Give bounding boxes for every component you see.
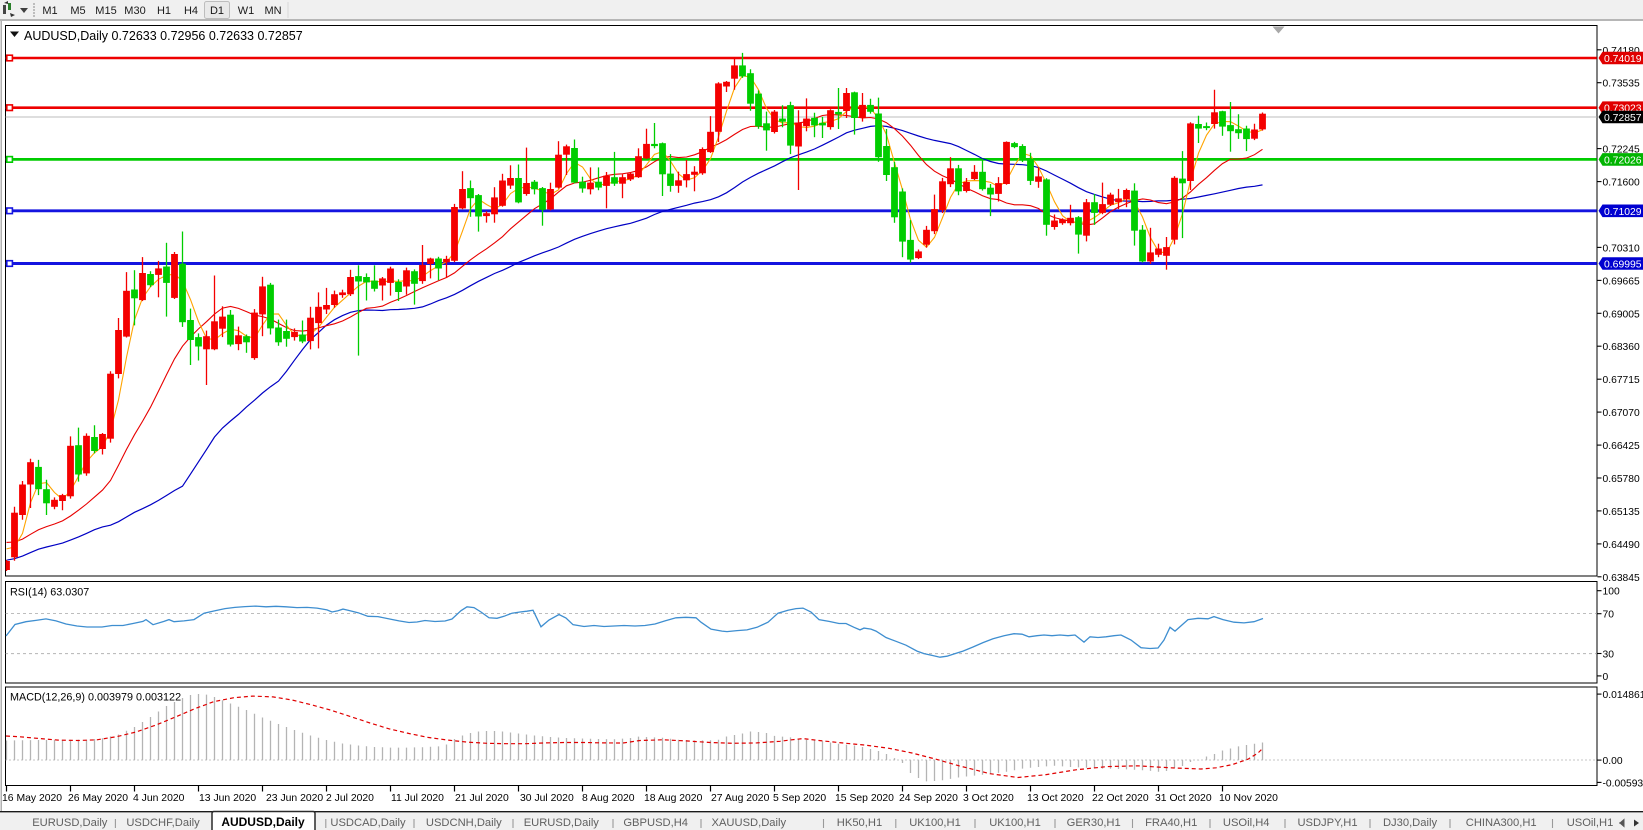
svg-text:M15: M15 <box>95 5 116 17</box>
svg-text:M5: M5 <box>70 5 85 17</box>
svg-text:0.71600: 0.71600 <box>1603 178 1640 189</box>
svg-text:21 Jul 2020: 21 Jul 2020 <box>455 793 509 804</box>
svg-text:DJ30,Daily: DJ30,Daily <box>1383 817 1437 829</box>
svg-text:0.65780: 0.65780 <box>1603 474 1640 485</box>
svg-text:24 Sep 2020: 24 Sep 2020 <box>899 793 958 804</box>
svg-text:15 Sep 2020: 15 Sep 2020 <box>835 793 894 804</box>
svg-text:4 Jun 2020: 4 Jun 2020 <box>133 793 185 804</box>
svg-text:0.014861: 0.014861 <box>1603 690 1643 701</box>
svg-text:23 Jun 2020: 23 Jun 2020 <box>266 793 323 804</box>
svg-text:W1: W1 <box>238 5 255 17</box>
svg-text:13 Oct 2020: 13 Oct 2020 <box>1027 793 1084 804</box>
svg-text:0.74180: 0.74180 <box>1603 46 1640 57</box>
svg-text:AUDUSD,Daily 0.72633 0.72956: AUDUSD,Daily 0.72633 0.72956 0.72633 0.7… <box>24 29 303 43</box>
svg-text:0.74019: 0.74019 <box>1604 54 1642 65</box>
svg-text:0.72245: 0.72245 <box>1603 145 1640 156</box>
svg-text:UK100,H1: UK100,H1 <box>989 817 1041 829</box>
svg-text:M1: M1 <box>42 5 57 17</box>
svg-text:FRA40,H1: FRA40,H1 <box>1145 817 1197 829</box>
svg-text:0.69665: 0.69665 <box>1603 276 1640 287</box>
svg-text:0.66425: 0.66425 <box>1603 441 1640 452</box>
svg-text:18 Aug 2020: 18 Aug 2020 <box>644 793 703 804</box>
svg-text:H4: H4 <box>184 5 198 17</box>
svg-text:D1: D1 <box>210 5 224 17</box>
svg-text:0.73023: 0.73023 <box>1604 104 1642 115</box>
svg-text:2 Jul 2020: 2 Jul 2020 <box>326 793 374 804</box>
svg-text:0.63845: 0.63845 <box>1603 573 1640 584</box>
svg-text:UK100,H1: UK100,H1 <box>909 817 961 829</box>
svg-text:USOil,H1: USOil,H1 <box>1567 817 1614 829</box>
svg-text:0.00: 0.00 <box>1603 756 1623 767</box>
svg-text:USDCAD,Daily: USDCAD,Daily <box>330 817 406 829</box>
svg-text:XAUUSD,Daily: XAUUSD,Daily <box>711 817 786 829</box>
svg-text:0.68360: 0.68360 <box>1603 342 1640 353</box>
svg-text:0.71029: 0.71029 <box>1604 207 1642 218</box>
svg-text:30 Jul 2020: 30 Jul 2020 <box>520 793 574 804</box>
svg-text:GER30,H1: GER30,H1 <box>1067 817 1121 829</box>
svg-text:MACD(12,26,9) 0.003979 0.00312: MACD(12,26,9) 0.003979 0.003122 <box>10 692 181 704</box>
svg-text:USDCHF,Daily: USDCHF,Daily <box>126 817 200 829</box>
svg-text:0.69005: 0.69005 <box>1603 309 1640 320</box>
svg-text:31 Oct 2020: 31 Oct 2020 <box>1155 793 1212 804</box>
svg-text:0.69995: 0.69995 <box>1604 260 1642 271</box>
svg-text:8 Aug 2020: 8 Aug 2020 <box>582 793 635 804</box>
svg-text:26 May 2020: 26 May 2020 <box>68 793 128 804</box>
svg-text:13 Jun 2020: 13 Jun 2020 <box>199 793 256 804</box>
svg-text:CHINA300,H1: CHINA300,H1 <box>1466 817 1537 829</box>
svg-text:30: 30 <box>1603 650 1615 661</box>
svg-text:3 Oct 2020: 3 Oct 2020 <box>963 793 1014 804</box>
svg-text:0: 0 <box>1603 672 1609 683</box>
svg-text:70: 70 <box>1603 610 1615 621</box>
svg-text:HK50,H1: HK50,H1 <box>837 817 882 829</box>
svg-text:0.72857: 0.72857 <box>1604 113 1642 124</box>
svg-text:0.67070: 0.67070 <box>1603 408 1640 419</box>
svg-text:10 Nov 2020: 10 Nov 2020 <box>1219 793 1278 804</box>
svg-text:22 Oct 2020: 22 Oct 2020 <box>1092 793 1149 804</box>
svg-text:MN: MN <box>264 5 281 17</box>
svg-text:RSI(14) 63.0307: RSI(14) 63.0307 <box>10 587 89 599</box>
svg-text:0.73535: 0.73535 <box>1603 79 1640 90</box>
svg-text:0.67715: 0.67715 <box>1603 375 1640 386</box>
svg-text:0.70310: 0.70310 <box>1603 243 1640 254</box>
svg-text:USDCNH,Daily: USDCNH,Daily <box>426 817 502 829</box>
svg-text:16 May 2020: 16 May 2020 <box>2 793 62 804</box>
svg-text:27 Aug 2020: 27 Aug 2020 <box>711 793 770 804</box>
svg-text:-0.005938: -0.005938 <box>1603 778 1643 789</box>
svg-text:AUDUSD,Daily: AUDUSD,Daily <box>221 815 305 829</box>
svg-text:M30: M30 <box>124 5 145 17</box>
svg-text:H1: H1 <box>157 5 171 17</box>
svg-text:5 Sep 2020: 5 Sep 2020 <box>773 793 826 804</box>
svg-text:EURUSD,Daily: EURUSD,Daily <box>524 817 600 829</box>
svg-text:11 Jul 2020: 11 Jul 2020 <box>391 793 444 804</box>
svg-text:EURUSD,Daily: EURUSD,Daily <box>32 817 108 829</box>
svg-text:0.65135: 0.65135 <box>1603 507 1640 518</box>
svg-text:USDJPY,H1: USDJPY,H1 <box>1297 817 1357 829</box>
svg-text:100: 100 <box>1603 587 1620 598</box>
svg-text:0.72026: 0.72026 <box>1604 155 1642 166</box>
svg-text:0.64490: 0.64490 <box>1603 540 1640 551</box>
svg-text:GBPUSD,H4: GBPUSD,H4 <box>623 817 688 829</box>
svg-text:USOil,H4: USOil,H4 <box>1223 817 1270 829</box>
